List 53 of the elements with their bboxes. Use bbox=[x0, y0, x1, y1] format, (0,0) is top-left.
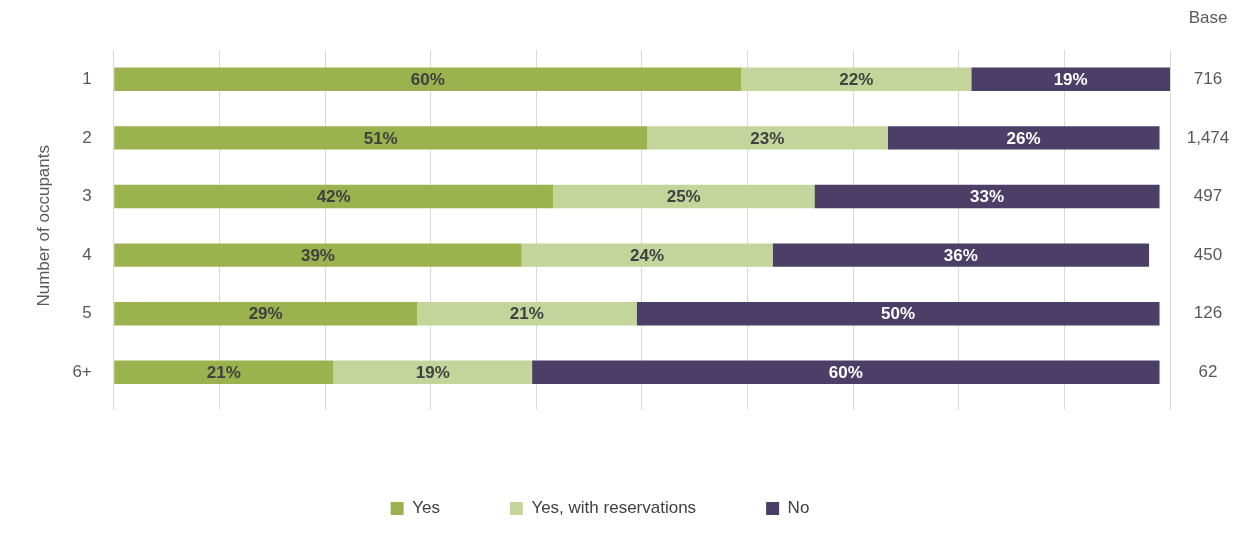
bar bbox=[114, 126, 648, 150]
data-label: 23% bbox=[750, 128, 785, 148]
data-label: 21% bbox=[509, 304, 544, 324]
data-label: 29% bbox=[248, 304, 283, 324]
bar bbox=[741, 67, 972, 92]
text: 716 bbox=[1193, 68, 1223, 88]
data-label: 50% bbox=[881, 304, 916, 324]
bar bbox=[114, 301, 418, 326]
text: 1,474 bbox=[1186, 127, 1230, 147]
data-label: 51% bbox=[363, 128, 398, 148]
data-label: 19% bbox=[415, 362, 450, 382]
data-label: 60% bbox=[828, 362, 863, 382]
bar bbox=[417, 301, 637, 326]
data-label: 39% bbox=[300, 245, 335, 265]
bar bbox=[532, 360, 1160, 385]
data-label: 22% bbox=[839, 69, 874, 89]
y-tick-label: 4 bbox=[82, 244, 92, 264]
bar bbox=[333, 360, 533, 385]
bar bbox=[814, 184, 1160, 209]
text: 126 bbox=[1193, 303, 1223, 323]
y-tick-label: 1 bbox=[82, 68, 92, 88]
text: Base bbox=[1188, 7, 1228, 27]
bar bbox=[647, 126, 888, 150]
text: 497 bbox=[1193, 186, 1223, 206]
data-label: 24% bbox=[630, 245, 665, 265]
text: 62 bbox=[1198, 361, 1218, 381]
bar bbox=[971, 67, 1170, 92]
data-label: 42% bbox=[316, 187, 351, 207]
data-label: 26% bbox=[1006, 128, 1041, 148]
data-label: 19% bbox=[1053, 69, 1088, 89]
bar bbox=[114, 67, 742, 92]
y-tick-label: 6+ bbox=[72, 361, 92, 381]
legend-label: Yes bbox=[412, 498, 440, 518]
bar bbox=[521, 243, 773, 267]
data-label: 21% bbox=[206, 362, 241, 382]
text: 450 bbox=[1193, 244, 1223, 264]
bar bbox=[636, 301, 1160, 326]
bar bbox=[114, 184, 553, 209]
bar bbox=[772, 243, 1150, 267]
data-label: 33% bbox=[969, 187, 1005, 207]
data-label: 60% bbox=[410, 69, 445, 89]
y-tick-label: 5 bbox=[82, 303, 92, 323]
legend-label: No bbox=[787, 498, 810, 518]
bar bbox=[887, 126, 1160, 150]
y-tick-label: 2 bbox=[82, 127, 92, 147]
legend-label: Yes, with reservations bbox=[531, 498, 697, 518]
bar bbox=[114, 360, 334, 385]
data-label: 25% bbox=[666, 187, 701, 207]
y-tick-label: 3 bbox=[82, 186, 92, 206]
bar bbox=[114, 243, 522, 267]
bar bbox=[553, 184, 815, 209]
data-label: 36% bbox=[943, 245, 978, 265]
y-axis-title: Number of occupants bbox=[33, 145, 53, 307]
